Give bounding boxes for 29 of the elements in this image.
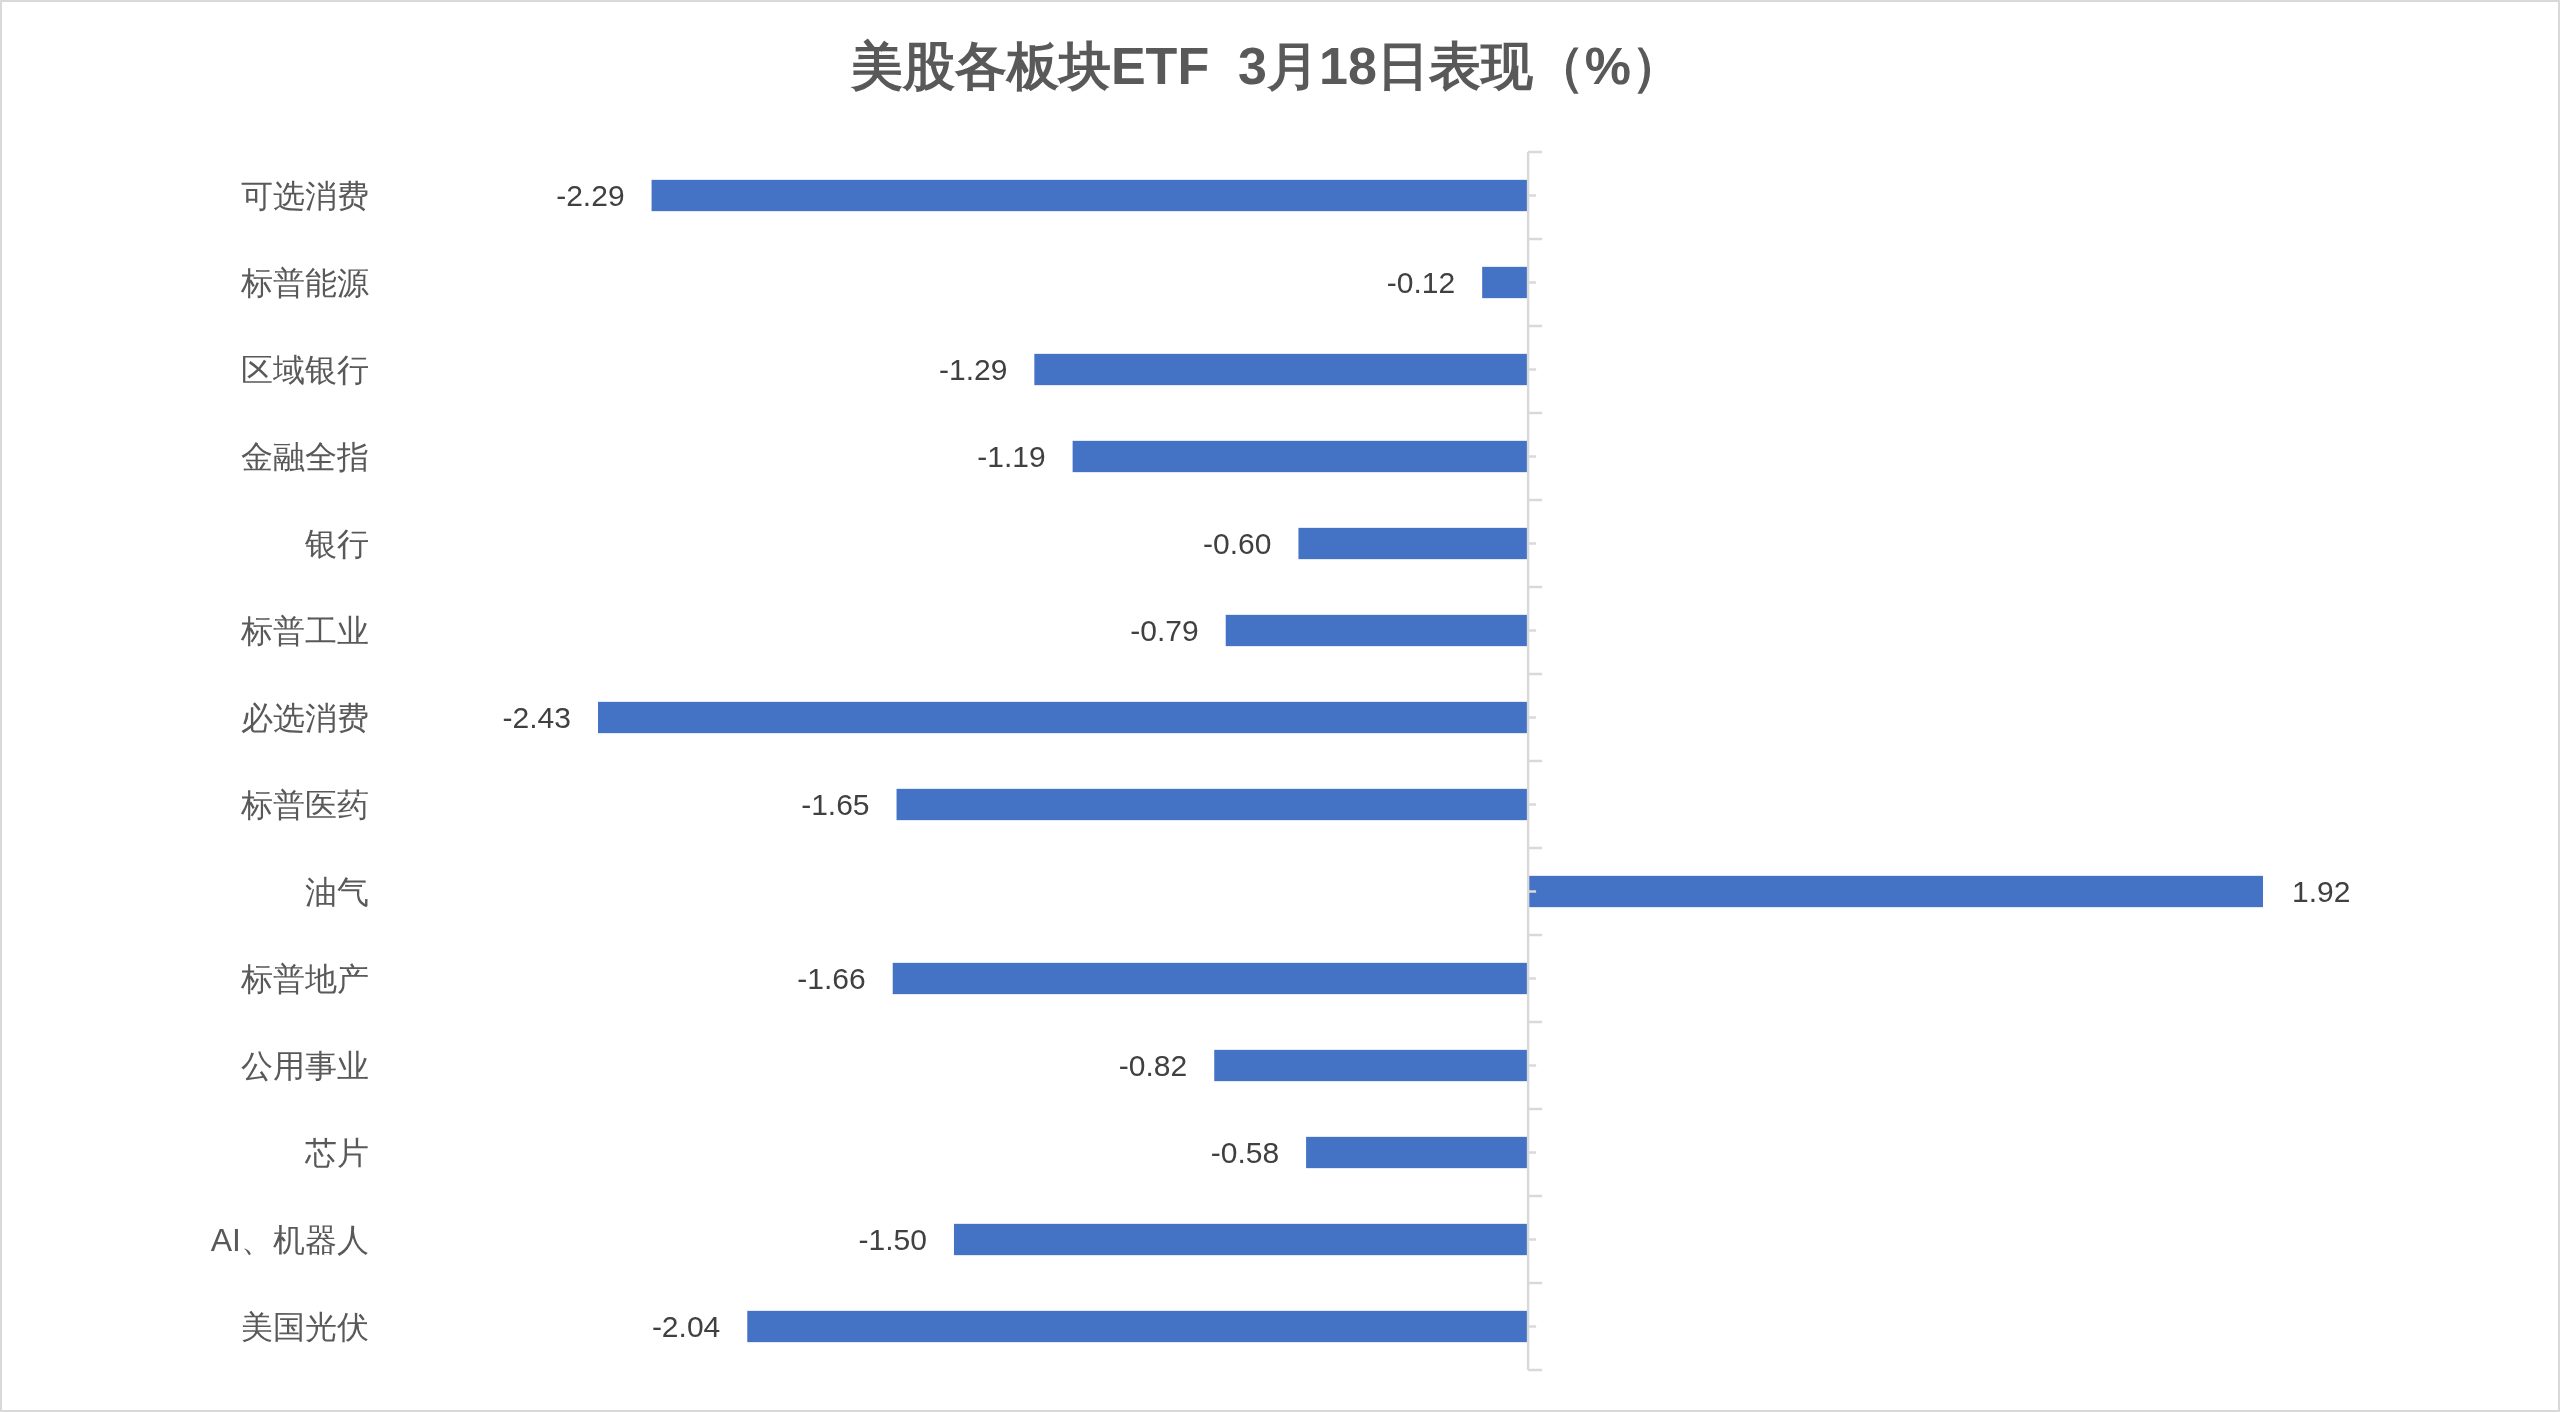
data-label: -1.50: [858, 1223, 927, 1256]
data-label: -2.43: [502, 701, 571, 734]
category-label: 必选消费: [241, 699, 369, 736]
data-label: -0.58: [1210, 1136, 1280, 1169]
category-label: 油气: [305, 873, 369, 910]
data-label: -1.66: [797, 962, 866, 995]
data-label: -0.60: [1203, 527, 1272, 560]
data-label: -2.04: [651, 1310, 721, 1343]
data-label: -0.79: [1130, 614, 1199, 647]
data-label: -1.65: [801, 788, 870, 821]
data-label: -0.12: [1386, 266, 1456, 299]
category-label: 区域银行: [241, 351, 369, 388]
category-label: AI、机器人: [210, 1221, 369, 1258]
category-label: 标普工业: [241, 612, 369, 649]
category-label: 金融全指: [241, 438, 369, 475]
data-label: -1.29: [938, 353, 1008, 386]
data-label: 1.92: [2292, 875, 2351, 908]
category-label: 可选消费: [241, 177, 369, 214]
data-label: -1.19: [977, 440, 1046, 473]
data-label: -0.82: [1118, 1049, 1188, 1082]
category-label: 标普地产: [241, 960, 369, 997]
category-label: 银行: [305, 525, 369, 562]
category-label: 美国光伏: [241, 1308, 369, 1345]
data-label: -2.29: [556, 179, 625, 212]
category-label: 芯片: [305, 1134, 369, 1171]
category-label: 标普能源: [241, 264, 369, 301]
category-label: 标普医药: [241, 786, 369, 823]
category-label: 公用事业: [241, 1047, 369, 1084]
title: 美股各板块ETF 3月18日表现（%）: [850, 37, 1684, 95]
